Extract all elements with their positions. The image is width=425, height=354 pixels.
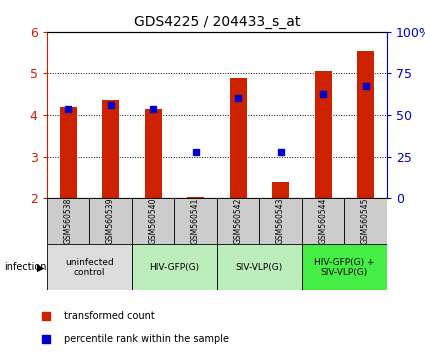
Bar: [230, 78, 246, 198]
Bar: [357, 51, 374, 198]
Text: GSM560541: GSM560541: [191, 198, 200, 245]
FancyBboxPatch shape: [132, 198, 174, 244]
Title: GDS4225 / 204433_s_at: GDS4225 / 204433_s_at: [133, 16, 300, 29]
FancyBboxPatch shape: [217, 244, 302, 290]
FancyBboxPatch shape: [344, 198, 387, 244]
FancyBboxPatch shape: [217, 198, 259, 244]
Bar: [102, 101, 119, 198]
FancyBboxPatch shape: [47, 244, 132, 290]
Text: SIV-VLP(G): SIV-VLP(G): [235, 263, 283, 272]
Text: GSM560543: GSM560543: [276, 198, 285, 245]
Text: GSM560544: GSM560544: [318, 198, 328, 245]
FancyBboxPatch shape: [259, 198, 302, 244]
FancyBboxPatch shape: [302, 244, 387, 290]
FancyBboxPatch shape: [174, 198, 217, 244]
Text: ▶: ▶: [37, 262, 45, 272]
Text: HIV-GFP(G) +
SIV-VLP(G): HIV-GFP(G) + SIV-VLP(G): [314, 258, 374, 277]
FancyBboxPatch shape: [302, 198, 344, 244]
Text: GSM560540: GSM560540: [148, 198, 158, 245]
FancyBboxPatch shape: [47, 198, 89, 244]
Bar: [314, 72, 332, 198]
Text: GSM560545: GSM560545: [361, 198, 370, 245]
Bar: [144, 109, 162, 198]
Bar: [60, 107, 76, 198]
Text: GSM560542: GSM560542: [233, 198, 243, 245]
Text: infection: infection: [4, 262, 47, 272]
Text: HIV-GFP(G): HIV-GFP(G): [149, 263, 199, 272]
Text: transformed count: transformed count: [65, 311, 155, 321]
Text: uninfected
control: uninfected control: [65, 258, 113, 277]
Text: GSM560538: GSM560538: [63, 198, 73, 245]
FancyBboxPatch shape: [132, 244, 217, 290]
FancyBboxPatch shape: [89, 198, 132, 244]
Bar: [272, 182, 289, 198]
Text: percentile rank within the sample: percentile rank within the sample: [65, 334, 230, 344]
Text: GSM560539: GSM560539: [106, 198, 115, 245]
